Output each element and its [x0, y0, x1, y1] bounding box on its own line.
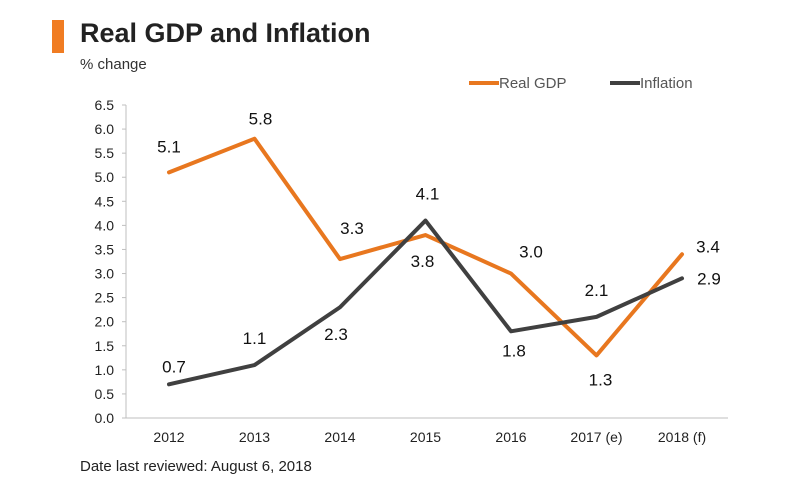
y-tick-label: 4.5: [95, 193, 115, 209]
inflation-line: [167, 218, 684, 387]
x-tick-label: 2015: [410, 429, 441, 445]
y-tick-label: 5.0: [95, 169, 115, 185]
y-tick-label: 0.5: [95, 386, 115, 402]
y-axis-unit-label: % change: [80, 56, 147, 73]
x-tick-label: 2018 (f): [658, 429, 706, 445]
y-tick-label: 2.5: [95, 290, 115, 306]
legend-real-gdp-label: Real GDP: [499, 75, 567, 92]
inflation-data-label: 2.1: [585, 281, 609, 300]
y-tick-label: 0.0: [95, 410, 115, 426]
real-gdp-data-label: 5.1: [157, 137, 181, 156]
data-labels: 5.1 5.8 3.3 3.8 3.0 1.3 3.4 0.7 1.1 2.3 4.1 1.8 2.1 2…: [157, 110, 721, 390]
y-tick-label: 2.0: [95, 314, 115, 330]
real-gdp-data-label: 3.0: [519, 243, 543, 262]
real-gdp-data-label: 1.3: [589, 370, 613, 389]
inflation-data-label: 1.8: [502, 341, 526, 360]
series-lines: [167, 136, 684, 387]
last-reviewed-note: Date last reviewed: August 6, 2018: [80, 458, 312, 475]
y-tick-label: 6.5: [95, 97, 115, 113]
x-tick-label: 2014: [324, 429, 355, 445]
inflation-data-label: 2.9: [697, 269, 721, 288]
axes: 0.0 0.5 1.0 1.5 2.0 2.5 3.0 3.5 4.0 4.5 5.0 5.5 6.0 6…: [95, 97, 728, 445]
y-tick-label: 1.0: [95, 362, 115, 378]
inflation-data-label: 2.3: [324, 325, 348, 344]
inflation-data-label: 1.1: [243, 329, 267, 348]
y-tick-label: 4.0: [95, 217, 115, 233]
y-tick-label: 1.5: [95, 338, 115, 354]
x-tick-label: 2016: [495, 429, 526, 445]
real-gdp-data-label: 5.8: [249, 110, 273, 129]
x-tick-label: 2012: [153, 429, 184, 445]
chart-title: Real GDP and Inflation: [80, 18, 371, 48]
real-gdp-data-label: 3.4: [696, 237, 720, 256]
legend-inflation-label: Inflation: [640, 75, 693, 92]
y-tick-label: 3.5: [95, 241, 115, 257]
x-tick-label: 2017 (e): [570, 429, 622, 445]
y-tick-label: 3.0: [95, 266, 115, 282]
real-gdp-line: [167, 136, 684, 358]
real-gdp-data-label: 3.8: [411, 252, 435, 271]
real-gdp-data-label: 3.3: [340, 219, 364, 238]
x-tick-label: 2013: [239, 429, 270, 445]
y-tick-label: 6.0: [95, 121, 115, 137]
title-accent-bar: [52, 20, 64, 53]
inflation-data-label: 4.1: [416, 185, 440, 204]
legend: Real GDP Inflation: [469, 75, 693, 92]
y-tick-label: 5.5: [95, 145, 115, 161]
inflation-data-label: 0.7: [162, 357, 186, 376]
